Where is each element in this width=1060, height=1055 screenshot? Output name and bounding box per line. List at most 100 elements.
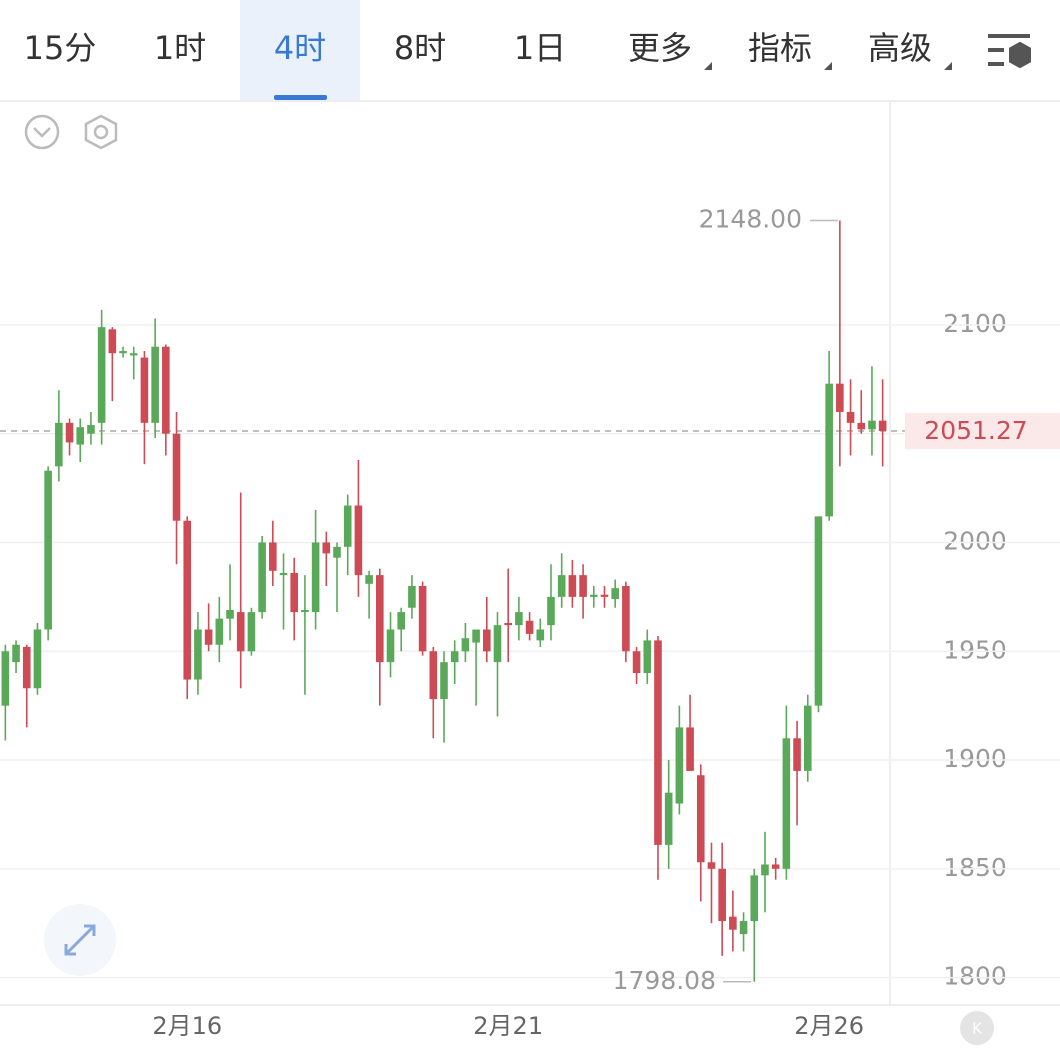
- candle-body: [140, 357, 149, 423]
- candle-body: [87, 425, 95, 434]
- candle-body: [440, 662, 448, 700]
- candle-body: [825, 383, 833, 517]
- candle-body: [258, 542, 266, 613]
- tab[interactable]: 15分: [24, 29, 97, 67]
- candle-body: [857, 422, 866, 430]
- candle-body: [376, 575, 384, 663]
- tab-indicator: [274, 95, 327, 100]
- candle-body: [365, 575, 373, 584]
- tab[interactable]: 1时: [154, 29, 206, 67]
- y-tick-label: 1850: [943, 853, 1007, 882]
- candle-body: [386, 629, 395, 663]
- tab[interactable]: 指标: [748, 29, 812, 67]
- candle-body: [525, 620, 534, 634]
- candle-body: [97, 327, 106, 423]
- candle-body: [771, 864, 780, 869]
- candle-body: [482, 629, 491, 652]
- x-tick-label: 2月26: [794, 1012, 864, 1040]
- candle-body: [536, 629, 545, 641]
- kline-button[interactable]: K: [960, 1011, 994, 1045]
- candle-body: [1, 651, 10, 706]
- tab[interactable]: 1日: [514, 29, 566, 67]
- expand-button[interactable]: [44, 904, 116, 976]
- dropdown-caret: [944, 62, 952, 70]
- candle-body: [600, 594, 609, 597]
- last-price-label: 2051.27: [924, 416, 1027, 445]
- candle-body: [803, 705, 812, 771]
- tab-selected-bg: [240, 0, 360, 100]
- candle-body: [589, 594, 598, 597]
- candle-body: [686, 727, 694, 771]
- candle-body: [333, 546, 341, 558]
- candle-body: [397, 612, 406, 630]
- candle-body: [729, 916, 737, 930]
- collapse-icon[interactable]: [24, 114, 60, 150]
- candle-body: [579, 575, 587, 597]
- candle-body: [215, 618, 224, 645]
- y-tick-label: 1800: [943, 962, 1007, 991]
- candle-body: [301, 609, 309, 613]
- candle-body: [654, 640, 662, 845]
- candle-body: [172, 433, 181, 521]
- candle-body: [269, 542, 277, 571]
- candle-body: [33, 629, 42, 689]
- y-tick-label: 1900: [943, 744, 1007, 773]
- candle-body: [814, 516, 823, 706]
- candle-body: [12, 644, 20, 663]
- candle-body: [836, 383, 844, 412]
- candle-body: [129, 353, 138, 356]
- candle-body: [782, 738, 791, 869]
- candle-body: [643, 640, 652, 674]
- candle-body: [664, 792, 673, 845]
- candle-body: [108, 329, 117, 354]
- candle-body: [354, 505, 363, 576]
- hex-icon[interactable]: [84, 114, 118, 150]
- candle-body: [450, 651, 459, 663]
- candle-body: [547, 596, 555, 626]
- candle-body: [750, 875, 759, 922]
- candle-body: [493, 625, 502, 663]
- candle-body: [119, 351, 127, 354]
- candle-body: [515, 612, 523, 626]
- candle-body: [162, 346, 170, 434]
- candle-body: [504, 622, 512, 626]
- settings-icon[interactable]: [988, 34, 1031, 69]
- tab[interactable]: 8时: [394, 29, 446, 67]
- candle-body: [429, 651, 438, 700]
- tab[interactable]: 更多: [628, 29, 692, 67]
- candle-body: [290, 572, 299, 613]
- candle-body: [472, 629, 480, 643]
- tab[interactable]: 4时: [274, 29, 326, 67]
- candle-body: [55, 422, 63, 467]
- y-tick-label: 2100: [943, 309, 1007, 338]
- candle-body: [343, 505, 352, 547]
- x-tick-label: 2月16: [152, 1012, 222, 1040]
- candle-body: [868, 420, 876, 430]
- y-tick-label: 2000: [943, 526, 1007, 555]
- y-tick-label: 1950: [943, 635, 1007, 664]
- candle-body: [418, 586, 427, 652]
- candle-body: [76, 427, 85, 445]
- candle-body: [151, 346, 159, 423]
- svg-text:K: K: [972, 1020, 983, 1038]
- tab[interactable]: 高级: [868, 29, 932, 67]
- high-marker-label: 2148.00: [699, 205, 802, 234]
- candle-body: [408, 586, 416, 608]
- candle-body: [204, 629, 213, 645]
- candle-body: [22, 646, 31, 689]
- dropdown-caret: [824, 62, 832, 70]
- candle-body: [707, 862, 716, 869]
- x-tick-label: 2月21: [473, 1012, 543, 1040]
- candle-body: [311, 542, 320, 613]
- candle-body: [718, 868, 726, 922]
- candle-body: [65, 422, 74, 443]
- candle-body: [632, 651, 641, 674]
- candle-body: [675, 727, 684, 804]
- dropdown-caret: [704, 62, 712, 70]
- candle-body: [846, 411, 855, 423]
- candle-body: [761, 864, 769, 876]
- candle-body: [557, 575, 566, 597]
- candle-body: [236, 612, 245, 652]
